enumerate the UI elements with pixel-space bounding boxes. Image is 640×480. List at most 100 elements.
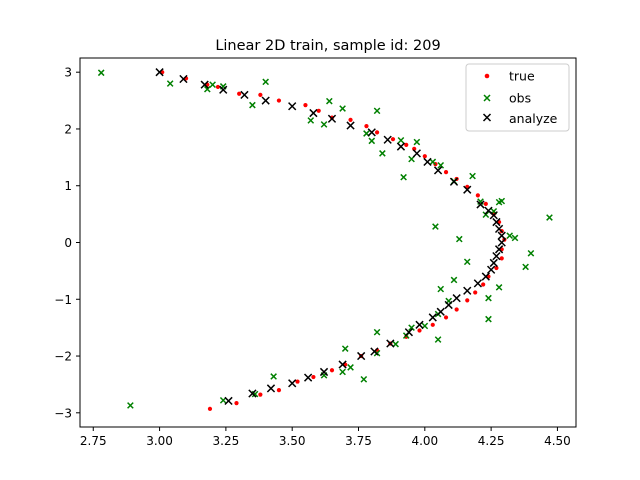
- x-tick-label: 4.25: [478, 434, 505, 448]
- analyze-point: [494, 245, 504, 254]
- analyze-point: [155, 68, 164, 77]
- obs-point: [270, 373, 277, 380]
- legend-obs-marker: [483, 94, 491, 102]
- true-point: [390, 137, 396, 142]
- analyze-point: [396, 142, 406, 151]
- true-point: [374, 130, 380, 135]
- analyze-point: [436, 307, 445, 316]
- true-point: [364, 124, 369, 129]
- obs-point: [498, 197, 506, 205]
- analyze-point: [444, 300, 453, 310]
- obs-point: [511, 234, 519, 242]
- obs-point: [341, 345, 349, 352]
- obs-point: [203, 85, 211, 93]
- obs-point: [432, 223, 439, 230]
- x-tick-label: 3.50: [279, 434, 306, 448]
- analyze-point: [224, 396, 233, 406]
- obs-point: [373, 328, 381, 336]
- analyze-point: [309, 108, 318, 118]
- obs-point: [408, 155, 415, 163]
- analyze-point: [346, 121, 355, 130]
- obs-point: [307, 117, 315, 124]
- y-tick-label: −3: [54, 406, 72, 420]
- obs-point: [127, 402, 134, 409]
- analyze-point: [200, 80, 209, 89]
- analyze-point: [266, 384, 276, 393]
- analyze-point: [288, 102, 297, 111]
- obs-point: [495, 284, 503, 291]
- obs-point: [166, 80, 174, 87]
- analyze-point: [492, 217, 501, 227]
- true-point: [276, 98, 282, 103]
- true-point: [454, 307, 459, 312]
- x-tick-label: 4.00: [411, 434, 438, 448]
- obs-point: [485, 294, 492, 302]
- obs-point: [437, 285, 445, 293]
- analyze-point: [486, 265, 496, 274]
- analyze-point: [476, 200, 485, 209]
- obs-point: [413, 138, 421, 146]
- series-obs: [97, 69, 553, 409]
- analyze-point: [404, 328, 414, 337]
- true-point: [483, 201, 488, 206]
- true-point: [475, 193, 480, 198]
- analyze-point: [463, 286, 472, 295]
- obs-point: [97, 69, 105, 77]
- true-point: [237, 91, 242, 96]
- true-point: [207, 406, 213, 411]
- legend-true-label: true: [509, 69, 535, 84]
- y-tick-label: 1: [64, 179, 72, 193]
- obs-point: [527, 249, 535, 257]
- y-axis: 3 2 1 0 −1 −2 −3: [54, 66, 80, 420]
- true-point: [443, 170, 449, 175]
- true-point: [234, 401, 239, 406]
- analyze-point: [288, 379, 297, 388]
- obs-point: [400, 173, 407, 181]
- obs-point: [320, 121, 328, 128]
- y-tick-label: 0: [64, 236, 72, 250]
- legend-obs-label: obs: [509, 91, 531, 106]
- analyze-point: [428, 313, 437, 322]
- obs-point: [379, 150, 386, 157]
- obs-point: [339, 105, 346, 112]
- analyze-point: [357, 351, 366, 361]
- analyze-point: [327, 114, 337, 123]
- y-tick-label: −1: [54, 293, 72, 307]
- legend-box: [465, 63, 570, 132]
- true-point: [494, 265, 499, 271]
- obs-point: [437, 161, 445, 169]
- true-point: [295, 379, 300, 384]
- true-point: [417, 328, 422, 333]
- true-point: [481, 282, 486, 287]
- analyze-point: [452, 294, 461, 303]
- true-point: [404, 142, 409, 147]
- obs-point: [249, 101, 256, 109]
- true-point: [316, 108, 321, 113]
- obs-point: [347, 364, 354, 371]
- analyze-point: [415, 320, 424, 329]
- analyze-point: [319, 367, 329, 377]
- analyze-point: [338, 360, 347, 369]
- obs-point: [373, 107, 381, 115]
- obs-point: [434, 336, 442, 343]
- plot-marks: [97, 68, 553, 411]
- analyze-point: [489, 211, 498, 220]
- y-tick-label: −2: [54, 350, 72, 364]
- obs-point: [506, 232, 514, 240]
- x-tick-label: 4.50: [544, 434, 571, 448]
- analyze-point: [497, 238, 506, 247]
- true-point: [258, 92, 263, 97]
- true-point: [215, 84, 221, 90]
- obs-point: [546, 214, 553, 221]
- analyze-point: [383, 135, 392, 144]
- obs-point: [455, 235, 463, 243]
- analyze-point: [386, 339, 395, 348]
- legend: true obs analyze: [465, 63, 570, 132]
- true-point: [258, 392, 263, 397]
- obs-point: [463, 258, 471, 266]
- analyze-point: [240, 90, 249, 100]
- obs-point: [482, 211, 490, 219]
- analyze-point: [492, 251, 501, 261]
- analyze-point: [497, 231, 506, 240]
